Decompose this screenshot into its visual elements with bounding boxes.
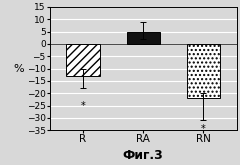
Text: *: * [201,124,206,134]
Bar [187,44,220,98]
X-axis label: Фиг.3: Фиг.3 [123,148,164,162]
Bar [66,44,100,76]
Text: *: * [81,100,85,111]
Y-axis label: %: % [13,64,24,74]
Bar [127,32,160,44]
